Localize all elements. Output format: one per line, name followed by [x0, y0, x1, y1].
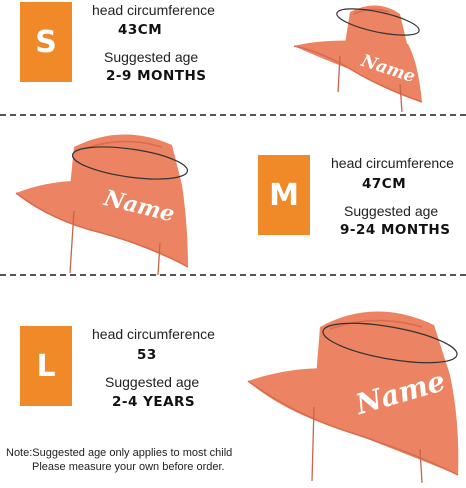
age-label: Suggested age — [105, 374, 200, 390]
age-value: 9-24 MONTHS — [340, 222, 451, 238]
age-value: 2-9 MONTHS — [106, 68, 207, 84]
age-label: Suggested age — [104, 49, 199, 65]
hat-image-m: Name — [15, 134, 189, 276]
section-divider — [0, 274, 466, 276]
note-line-2: Please measure your own before order. — [32, 461, 225, 473]
circumference-label: head circumference — [331, 155, 454, 171]
circumference-label: head circumference — [92, 326, 215, 342]
circumference-label: head circumference — [92, 2, 215, 18]
age-label: Suggested age — [344, 203, 439, 219]
age-value: 2-4 YEARS — [112, 394, 196, 410]
circumference-value: 43CM — [118, 22, 163, 38]
size-letter: M — [269, 177, 299, 213]
circumference-value: 53 — [137, 347, 157, 363]
size-badge-m: M — [258, 155, 310, 235]
size-letter: L — [36, 348, 56, 384]
size-letter: S — [35, 24, 57, 60]
hat-image-s: Name — [293, 5, 423, 113]
size-badge-l: L — [20, 326, 72, 406]
circumference-value: 47CM — [362, 176, 407, 192]
size-badge-s: S — [20, 2, 72, 82]
section-divider — [0, 114, 466, 116]
hat-image-l: Name — [247, 311, 459, 484]
note-line-1: Note:Suggested age only applies to most … — [6, 447, 233, 459]
